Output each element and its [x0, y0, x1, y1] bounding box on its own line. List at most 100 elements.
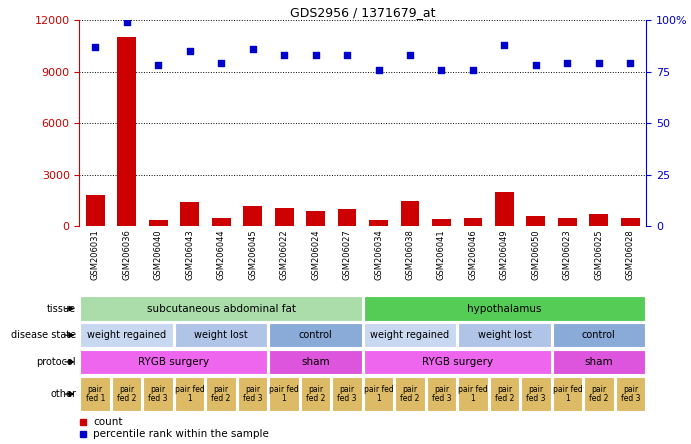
- Bar: [338, 209, 357, 226]
- Point: [373, 66, 384, 73]
- Bar: [269, 323, 362, 348]
- Bar: [490, 377, 519, 412]
- Bar: [207, 377, 236, 412]
- Bar: [369, 220, 388, 226]
- Bar: [149, 220, 168, 226]
- Point: [153, 62, 164, 69]
- Text: hypothalamus: hypothalamus: [467, 304, 542, 313]
- Text: pair
fed 3: pair fed 3: [149, 385, 168, 404]
- Bar: [175, 377, 205, 412]
- Bar: [80, 377, 110, 412]
- Bar: [274, 207, 294, 226]
- Text: sham: sham: [301, 357, 330, 367]
- Bar: [363, 323, 456, 348]
- Text: tissue: tissue: [47, 304, 76, 313]
- Bar: [143, 377, 173, 412]
- Text: pair
fed 3: pair fed 3: [337, 385, 357, 404]
- Text: pair
fed 3: pair fed 3: [243, 385, 263, 404]
- Text: pair
fed 3: pair fed 3: [621, 385, 640, 404]
- Point: [562, 60, 573, 67]
- Text: pair fed
1: pair fed 1: [458, 385, 488, 404]
- Text: pair fed
1: pair fed 1: [269, 385, 299, 404]
- Text: pair
fed 3: pair fed 3: [526, 385, 546, 404]
- Bar: [269, 349, 362, 374]
- Text: pair
fed 2: pair fed 2: [400, 385, 419, 404]
- Bar: [589, 214, 608, 226]
- Text: count: count: [93, 417, 122, 427]
- Bar: [80, 296, 362, 321]
- Bar: [363, 377, 393, 412]
- Text: pair
fed 3: pair fed 3: [432, 385, 451, 404]
- Point: [310, 52, 321, 59]
- Text: pair fed
1: pair fed 1: [175, 385, 205, 404]
- Text: weight lost: weight lost: [477, 330, 531, 340]
- Bar: [553, 323, 645, 348]
- Bar: [495, 192, 514, 226]
- Text: control: control: [299, 330, 332, 340]
- Bar: [112, 377, 142, 412]
- Text: RYGB surgery: RYGB surgery: [138, 357, 209, 367]
- Bar: [363, 296, 645, 321]
- Bar: [117, 37, 136, 226]
- Bar: [243, 206, 262, 226]
- Bar: [553, 349, 645, 374]
- Bar: [180, 202, 199, 226]
- Text: disease state: disease state: [11, 330, 76, 340]
- Text: pair
fed 2: pair fed 2: [495, 385, 514, 404]
- Bar: [521, 377, 551, 412]
- Text: pair
fed 1: pair fed 1: [86, 385, 105, 404]
- Text: pair
fed 2: pair fed 2: [306, 385, 325, 404]
- Bar: [621, 218, 640, 226]
- Point: [531, 62, 542, 69]
- Point: [341, 52, 352, 59]
- Bar: [301, 377, 330, 412]
- Bar: [553, 377, 583, 412]
- Point: [184, 48, 195, 55]
- Point: [499, 41, 510, 48]
- Bar: [558, 218, 577, 226]
- Text: weight regained: weight regained: [87, 330, 167, 340]
- Bar: [464, 218, 482, 226]
- Title: GDS2956 / 1371679_at: GDS2956 / 1371679_at: [290, 6, 435, 19]
- Bar: [426, 377, 456, 412]
- Point: [467, 66, 478, 73]
- Point: [247, 45, 258, 52]
- Bar: [458, 323, 551, 348]
- Text: weight regained: weight regained: [370, 330, 450, 340]
- Bar: [616, 377, 645, 412]
- Text: control: control: [582, 330, 616, 340]
- Bar: [211, 218, 231, 226]
- Point: [216, 60, 227, 67]
- Text: pair
fed 2: pair fed 2: [117, 385, 136, 404]
- Bar: [363, 349, 551, 374]
- Bar: [432, 219, 451, 226]
- Bar: [584, 377, 614, 412]
- Text: weight lost: weight lost: [194, 330, 248, 340]
- Bar: [80, 349, 267, 374]
- Point: [625, 60, 636, 67]
- Point: [90, 43, 101, 50]
- Text: protocol: protocol: [37, 357, 76, 367]
- Bar: [395, 377, 425, 412]
- Text: percentile rank within the sample: percentile rank within the sample: [93, 429, 269, 439]
- Text: pair
fed 2: pair fed 2: [589, 385, 609, 404]
- Text: subcutaneous abdominal fat: subcutaneous abdominal fat: [146, 304, 296, 313]
- Text: RYGB surgery: RYGB surgery: [422, 357, 493, 367]
- Text: pair
fed 2: pair fed 2: [211, 385, 231, 404]
- Point: [121, 19, 132, 26]
- Bar: [269, 377, 299, 412]
- Bar: [238, 377, 267, 412]
- Bar: [527, 216, 545, 226]
- Point: [436, 66, 447, 73]
- Bar: [175, 323, 267, 348]
- Bar: [306, 211, 325, 226]
- Point: [278, 52, 290, 59]
- Bar: [80, 323, 173, 348]
- Bar: [401, 201, 419, 226]
- Point: [594, 60, 605, 67]
- Text: other: other: [50, 389, 76, 399]
- Text: pair fed
1: pair fed 1: [363, 385, 393, 404]
- Bar: [458, 377, 488, 412]
- Bar: [86, 195, 104, 226]
- Text: sham: sham: [585, 357, 613, 367]
